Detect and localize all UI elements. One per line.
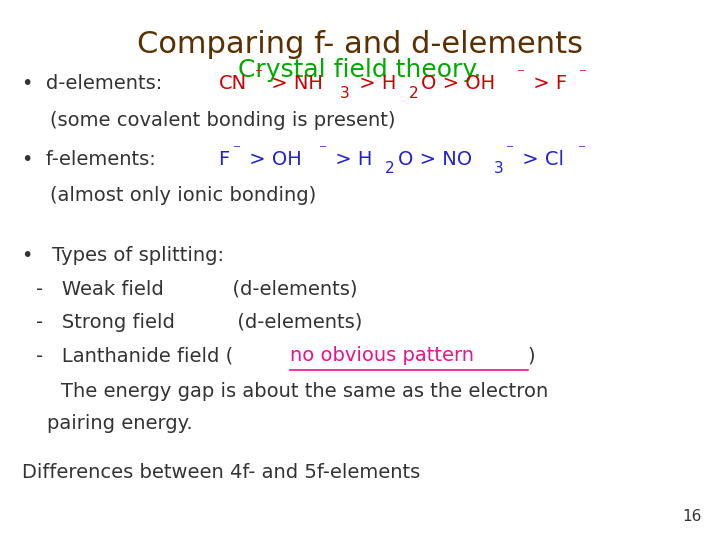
Text: The energy gap is about the same as the electron: The energy gap is about the same as the … xyxy=(61,382,549,401)
Text: no obvious pattern: no obvious pattern xyxy=(290,346,474,365)
Text: O > NO: O > NO xyxy=(397,150,472,168)
Text: ⁻: ⁻ xyxy=(579,66,587,82)
Text: > OH: > OH xyxy=(243,150,302,168)
Text: 2: 2 xyxy=(385,161,395,177)
Text: (some covalent bonding is present): (some covalent bonding is present) xyxy=(50,111,396,130)
Text: ⁻: ⁻ xyxy=(506,142,514,157)
Text: •  d-elements:: • d-elements: xyxy=(22,74,174,93)
Text: •  f-elements:: • f-elements: xyxy=(22,150,174,168)
Text: > NH: > NH xyxy=(265,74,323,93)
Text: > F: > F xyxy=(527,74,567,93)
Text: F: F xyxy=(218,150,230,168)
Text: 2: 2 xyxy=(408,86,418,101)
Text: > H: > H xyxy=(329,150,373,168)
Text: > Cl: > Cl xyxy=(516,150,564,168)
Text: 3: 3 xyxy=(493,161,503,177)
Text: ⁻: ⁻ xyxy=(517,66,525,82)
Text: 16: 16 xyxy=(683,509,702,524)
Text: -   Lanthanide field (: - Lanthanide field ( xyxy=(36,346,233,365)
Text: CN: CN xyxy=(219,74,247,93)
Text: -   Weak field           (d-elements): - Weak field (d-elements) xyxy=(36,279,358,298)
Text: pairing energy.: pairing energy. xyxy=(47,414,192,433)
Text: ⁻: ⁻ xyxy=(233,142,241,157)
Text: ⁻: ⁻ xyxy=(319,142,327,157)
Text: O > OH: O > OH xyxy=(421,74,495,93)
Text: > H: > H xyxy=(353,74,396,93)
Text: ⁻: ⁻ xyxy=(255,66,263,82)
Text: -   Strong field          (d-elements): - Strong field (d-elements) xyxy=(36,313,362,332)
Text: Crystal field theory.: Crystal field theory. xyxy=(238,58,482,82)
Text: •   Types of splitting:: • Types of splitting: xyxy=(22,246,224,265)
Text: ): ) xyxy=(528,346,536,365)
Text: 3: 3 xyxy=(340,86,350,101)
Text: Differences between 4f- and 5f-elements: Differences between 4f- and 5f-elements xyxy=(22,463,420,482)
Text: ⁻: ⁻ xyxy=(578,142,586,157)
Text: (almost only ionic bonding): (almost only ionic bonding) xyxy=(50,186,317,205)
Text: Comparing f- and d-elements: Comparing f- and d-elements xyxy=(137,30,583,59)
